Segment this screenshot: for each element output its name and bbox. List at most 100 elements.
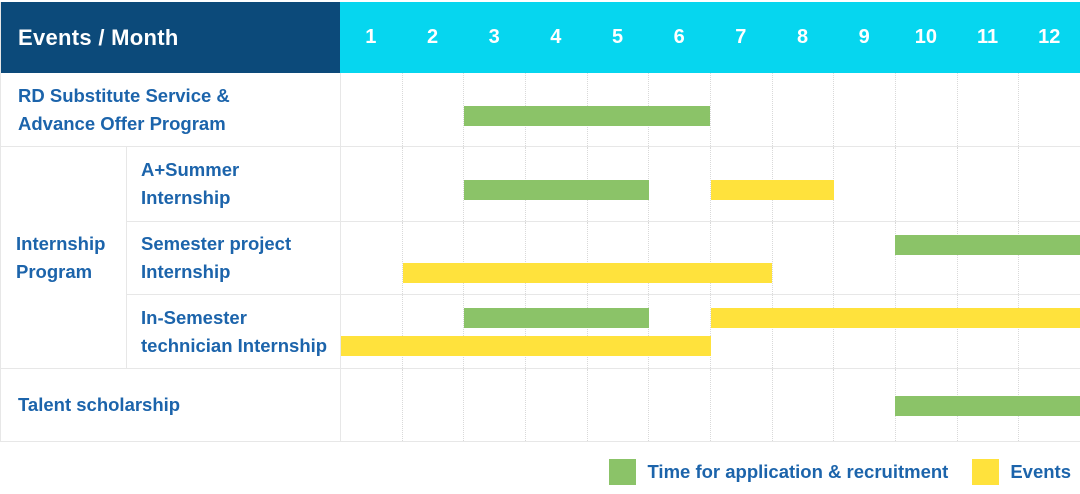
month-column [833,221,895,295]
month-column [586,369,649,441]
row-semester-project: Semester project Internship [127,220,1080,295]
month-column [525,295,587,368]
month-column [895,73,957,146]
month-column [833,295,895,368]
row-group-internship-program: Internship Program A+Summer Internship S… [1,146,1080,368]
label-line: Internship [141,260,231,282]
month-column [648,295,710,368]
row-label-in-semester-technician: In-Semester technician Internship [127,295,340,368]
label-line: RD Substitute Service & [18,84,230,106]
month-column [710,295,772,368]
month-header-12: 12 [1038,26,1061,48]
month-column [401,221,464,295]
month-column [463,295,525,368]
month-header-8: 8 [796,26,809,48]
month-column [648,369,710,441]
month-header-1: 1 [365,26,377,48]
row-label-a-plus-summer: A+Summer Internship [127,147,340,221]
row-label-semester-project: Semester project Internship [127,222,340,295]
events-month-table: Events / Month 1 2 3 4 5 6 7 8 9 10 11 12 RD Substi… [0,2,1080,442]
month-column [1018,221,1080,295]
month-column [771,369,834,441]
legend-label-events: Events [1010,461,1071,482]
month-column [341,369,402,441]
gantt-bar-events [402,262,773,283]
month-column [833,147,895,221]
gantt-bar-events [710,180,834,200]
internship-program-subrows: A+Summer Internship Semester project Int… [126,147,1080,368]
row-talent-scholarship: Talent scholarship [1,368,1080,441]
gantt-bar-application [464,106,711,126]
month-header-10: 10 [914,26,937,48]
month-column [956,147,1019,221]
label-line: Internship [16,232,106,254]
month-column [895,221,957,295]
row-label-rd-substitute: RD Substitute Service & Advance Offer Pr… [1,73,340,146]
row-in-semester-technician: In-Semester technician Internship [127,294,1080,368]
gantt-bar-events [710,308,1080,329]
row-label-talent-scholarship: Talent scholarship [1,369,340,441]
month-column [833,369,895,441]
month-header-5: 5 [611,26,624,48]
month-column [463,147,525,221]
month-column [771,295,834,368]
label-line: In-Semester [141,306,247,328]
month-header-3: 3 [488,26,500,48]
gantt-bar-application [895,234,1080,255]
month-column [895,295,957,368]
month-column [648,221,710,295]
label-line: technician Internship [141,334,328,356]
month-column [401,73,464,146]
month-column [771,73,834,146]
month-column [648,147,710,221]
month-header-6: 6 [673,26,685,48]
row-rd-substitute: RD Substitute Service & Advance Offer Pr… [1,73,1080,146]
month-column [895,147,957,221]
label-line: Talent scholarship [18,394,181,415]
row-a-plus-summer: A+Summer Internship [127,147,1080,221]
gantt-track-a-plus-summer [340,147,1080,221]
month-column [586,295,649,368]
label-line: Program [16,260,93,282]
month-column [586,221,649,295]
gantt-bar-application [464,308,649,329]
month-column [525,369,587,441]
month-column [341,147,402,221]
month-header-2: 2 [426,26,439,48]
gantt-track-semester-project [340,221,1080,295]
month-column [833,73,895,146]
gantt-track-rd-substitute [340,73,1080,146]
month-column [341,73,402,146]
table-header-row: Events / Month 1 2 3 4 5 6 7 8 9 10 11 12 [1,2,1080,73]
month-column [525,221,587,295]
month-column [463,221,525,295]
month-column [463,369,525,441]
legend-item-application: Time for application & recruitment [609,459,948,485]
month-column [956,73,1019,146]
month-header-11: 11 [976,26,999,48]
gantt-bar-application [895,396,1080,416]
month-column [1018,295,1080,368]
month-header-9: 9 [858,26,870,48]
label-line: Semester project [141,232,292,254]
group-label-internship-program: Internship Program [1,147,126,368]
month-column [401,295,464,368]
month-column [401,369,464,441]
label-line: Advance Offer Program [18,112,226,134]
month-column [401,147,464,221]
month-column [1018,73,1080,146]
yellow-swatch-icon [972,459,1000,485]
gantt-bar-events [341,336,711,357]
month-column [771,221,834,295]
month-column [341,222,402,295]
month-column [710,73,772,146]
gantt-track-in-semester-technician [340,295,1080,368]
month-column [710,221,772,295]
month-column [956,295,1019,368]
month-column [710,369,772,441]
month-header-strip: 1 2 3 4 5 6 7 8 9 10 11 12 [340,2,1080,73]
legend: Time for application & recruitment Event… [609,459,1071,485]
month-column [956,221,1019,295]
gantt-track-talent-scholarship [340,369,1080,441]
